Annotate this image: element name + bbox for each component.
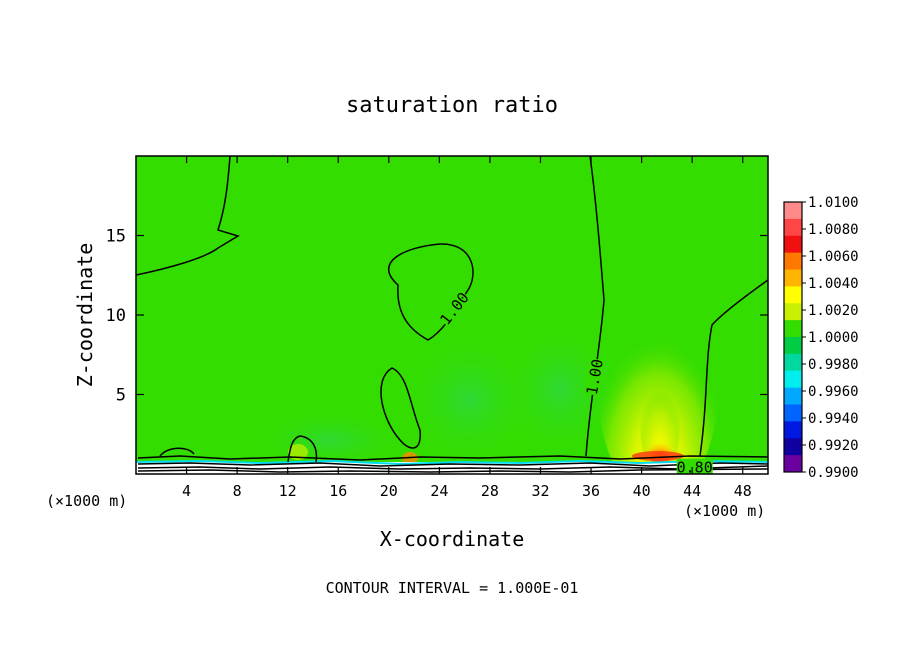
contour-interval-note: CONTOUR INTERVAL = 1.000E-01: [326, 579, 579, 597]
colorbar-label: 1.0080: [808, 222, 859, 238]
colorbar-label: 1.0040: [808, 276, 859, 292]
x-tick-label: 12: [279, 482, 297, 500]
x-tick-label: 4: [182, 482, 191, 500]
colorbar-swatch: [784, 269, 802, 287]
plot-area: 1.001.000.80: [136, 156, 768, 477]
contour-line: [137, 455, 768, 461]
contour-line: [137, 462, 768, 467]
colorbar-label: 1.0060: [808, 249, 859, 265]
x-tick-label: 40: [633, 482, 651, 500]
x-tick-label: 16: [329, 482, 347, 500]
y-tick-label: 5: [116, 386, 126, 406]
chart-title: saturation ratio: [346, 93, 558, 118]
colorbar-swatch: [784, 218, 802, 237]
colorbar-swatch: [784, 286, 802, 304]
contour-line: [387, 243, 474, 341]
colorbar-swatch: [784, 235, 802, 254]
colorbar-swatch: [784, 438, 802, 456]
contour-label-text: 1.00: [583, 358, 607, 397]
y-axis-ticks: 5 10 15: [106, 227, 768, 406]
contour-line: [380, 367, 421, 449]
contour-line: [136, 156, 240, 276]
x-tick-label: 28: [481, 482, 499, 500]
haze-region: [500, 320, 620, 460]
colorbar-swatch: [784, 337, 802, 355]
colorbar-swatch: [784, 303, 802, 321]
colorbar-label: 0.9900: [808, 465, 859, 481]
contour-label-text: 0.80: [677, 459, 713, 477]
colorbar-swatch: [784, 387, 802, 405]
x-tick-label: 8: [233, 482, 242, 500]
contour-line: [585, 156, 605, 457]
colorbar-label: 0.9980: [808, 357, 859, 373]
contour-lines: [136, 156, 768, 473]
contour-line: [159, 447, 195, 457]
y-tick-label: 10: [106, 306, 126, 326]
x-tick-label: 32: [531, 482, 549, 500]
contour-line: [699, 279, 768, 457]
colorbar-swatch: [784, 404, 802, 422]
contour-label: 1.00: [583, 358, 607, 397]
colorbar-swatch: [784, 353, 802, 372]
contour-line: [137, 468, 768, 473]
colorbar-swatch: [784, 421, 802, 439]
colorbar-label: 0.9960: [808, 384, 859, 400]
colorbar-label: 1.0020: [808, 303, 859, 319]
colorbar-swatch: [784, 320, 802, 338]
contour-line: [287, 435, 318, 463]
colorbar-swatch: [784, 455, 802, 473]
contour-label-backdrop: [436, 288, 472, 328]
x-unit-left: (×1000 m): [46, 492, 127, 510]
colorbar-label: 0.9940: [808, 411, 859, 427]
x-unit-right: (×1000 m): [684, 502, 765, 520]
y-tick-label: 15: [106, 227, 126, 247]
x-axis-label: X-coordinate: [380, 527, 525, 551]
x-axis-ticks: 4 8 12 16 20 24 28 32 36 40 44 48: [182, 156, 752, 500]
contour-label-backdrop: [676, 458, 713, 474]
colorbar-label: 0.9920: [808, 438, 859, 454]
contour-labels: 1.001.000.80: [436, 288, 713, 477]
colorbar-swatch: [784, 202, 802, 220]
x-tick-label: 36: [582, 482, 600, 500]
warm-spot: [288, 444, 308, 460]
contour-line: [137, 465, 768, 470]
colorbar: 1.0100 1.0080 1.0060 1.0040 1.0020 1.0000 0.99…: [783, 195, 859, 481]
colorbar-label: 1.0100: [808, 195, 859, 211]
x-tick-label: 48: [734, 482, 752, 500]
colorbar-swatch: [784, 252, 802, 270]
y-axis-label: Z-coordinate: [73, 243, 97, 388]
contour-label: 0.80: [676, 458, 713, 477]
x-tick-label: 44: [683, 482, 701, 500]
cyan-boundary: [136, 459, 768, 466]
colorbar-label: 1.0000: [808, 330, 859, 346]
colorbar-swatch: [784, 370, 802, 389]
contour-label-backdrop: [582, 357, 605, 396]
x-tick-label: 24: [430, 482, 448, 500]
x-tick-label: 20: [380, 482, 398, 500]
